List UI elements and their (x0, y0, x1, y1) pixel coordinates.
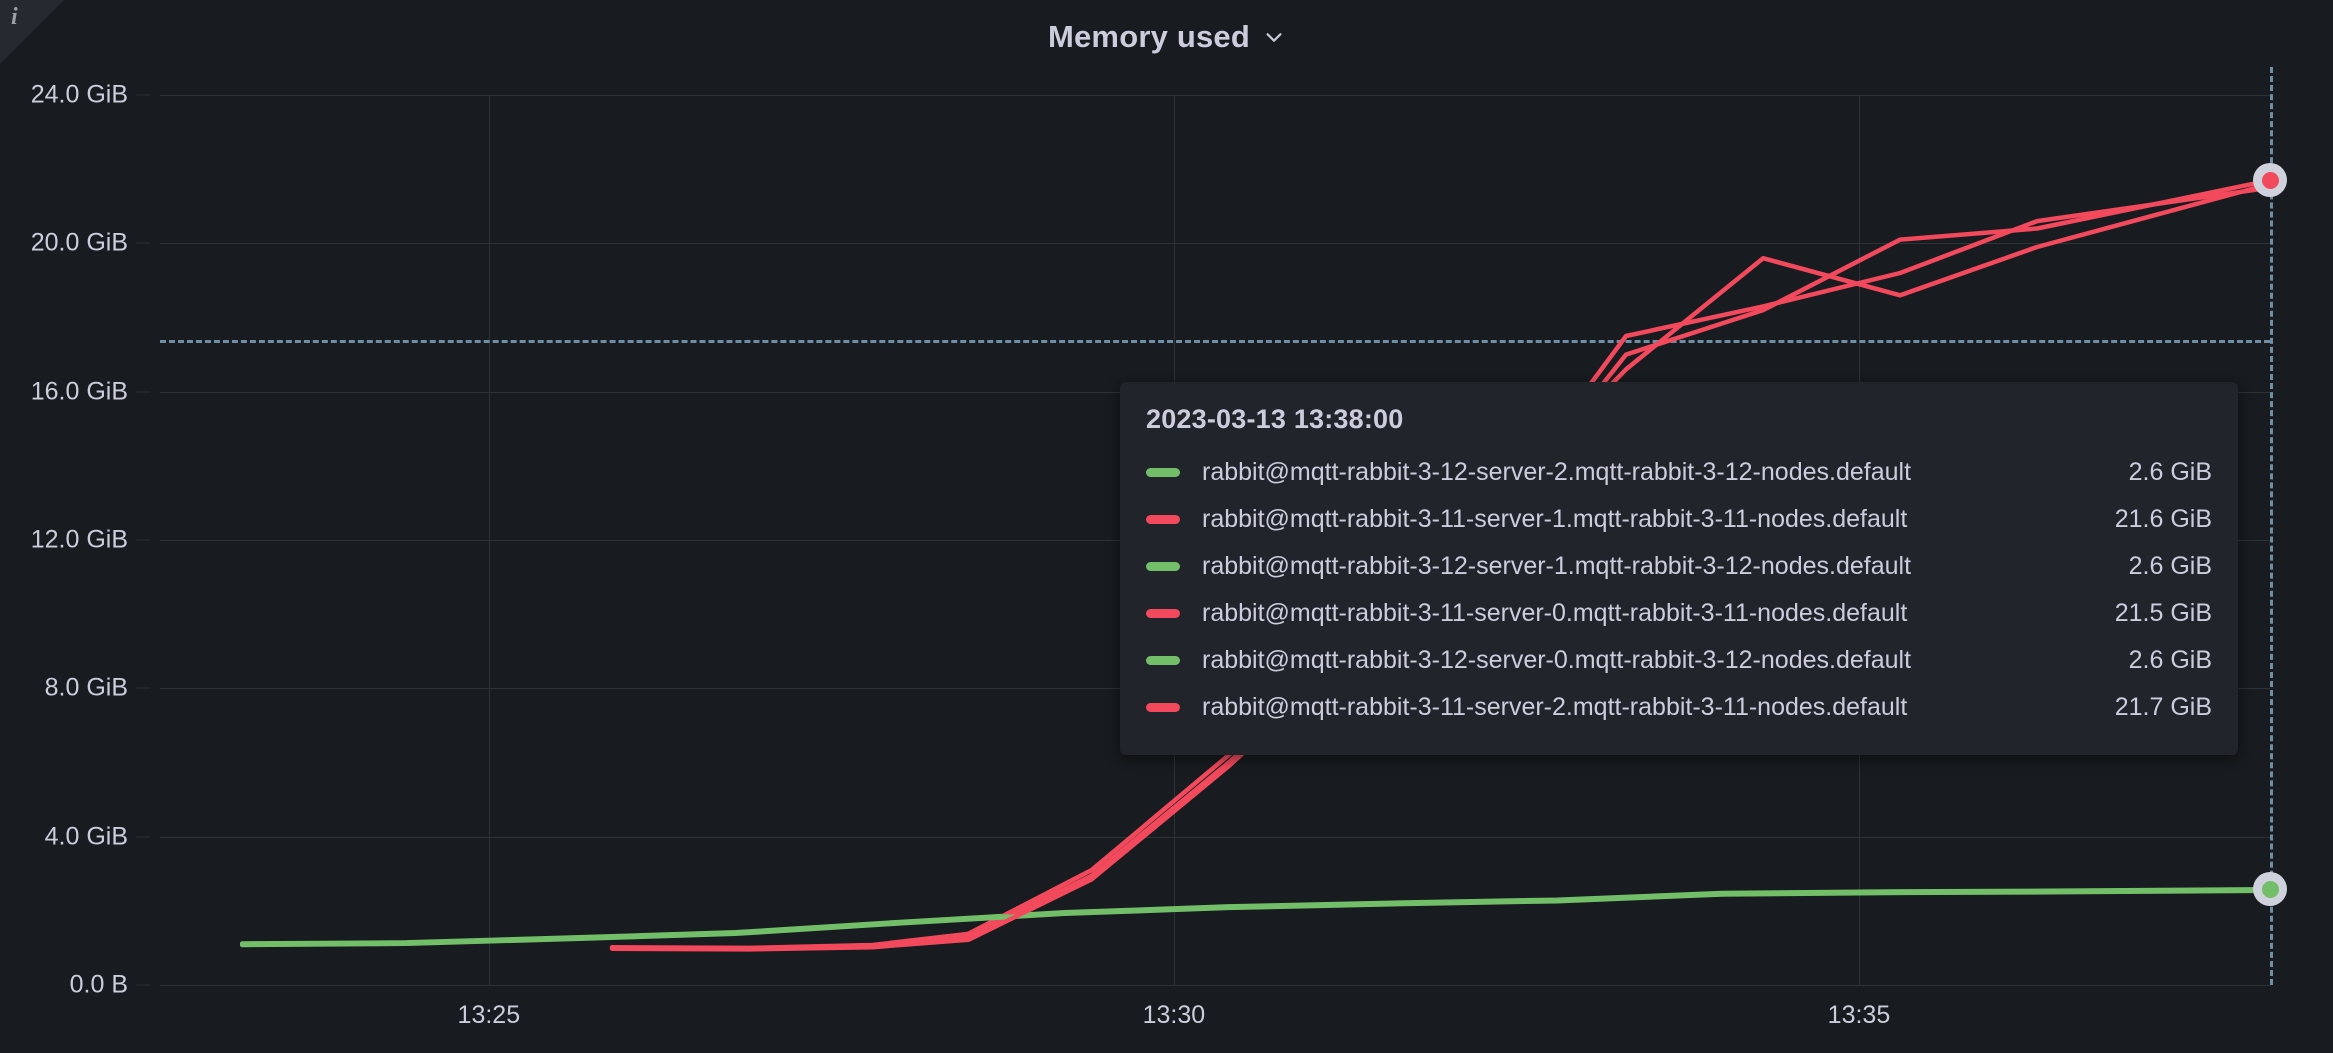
y-axis-tick-label: 20.0 GiB (30, 228, 128, 257)
tooltip-row: rabbit@mqtt-rabbit-3-12-server-2.mqtt-ra… (1146, 449, 2212, 496)
cursor-crosshair (2270, 67, 2273, 985)
data-point-marker (2253, 163, 2287, 198)
gridline-horizontal (160, 985, 2270, 986)
x-axis-tick-label: 13:35 (1827, 1001, 1891, 1029)
tooltip-series-value: 2.6 GiB (2128, 646, 2212, 674)
tooltip-series-value: 21.6 GiB (2114, 505, 2212, 533)
gridline-horizontal (160, 836, 2270, 838)
series-color-swatch (1146, 468, 1180, 477)
gridline-horizontal (160, 95, 2270, 96)
tooltip-series-label: rabbit@mqtt-rabbit-3-11-server-0.mqtt-ra… (1202, 599, 1908, 627)
tooltip-series-value: 21.7 GiB (2114, 693, 2212, 721)
panel-title-menu[interactable]: Memory used (1048, 19, 1285, 55)
panel-header: Memory used (0, 0, 2333, 74)
gridline-horizontal (160, 243, 2270, 245)
y-axis-tick-mark (136, 687, 150, 689)
chevron-down-icon[interactable] (1263, 26, 1285, 48)
x-axis-tick-label: 13:25 (457, 1001, 521, 1029)
series-color-swatch (1146, 656, 1180, 665)
tooltip-series-value: 21.5 GiB (2114, 599, 2212, 627)
threshold-line (160, 339, 2270, 343)
series-color-swatch (1146, 515, 1180, 524)
tooltip-series-label: rabbit@mqtt-rabbit-3-11-server-2.mqtt-ra… (1202, 693, 1908, 721)
series-color-swatch (1146, 703, 1180, 712)
info-icon[interactable]: i (0, 0, 64, 64)
info-glyph: i (11, 4, 18, 30)
data-point-dot (2261, 880, 2279, 898)
y-axis-tick-label: 24.0 GiB (30, 80, 128, 109)
series-color-swatch (1146, 609, 1180, 618)
y-axis-tick-mark (136, 984, 150, 986)
tooltip-series-label: rabbit@mqtt-rabbit-3-12-server-0.mqtt-ra… (1202, 646, 1912, 674)
tooltip-row: rabbit@mqtt-rabbit-3-12-server-0.mqtt-ra… (1146, 637, 2212, 684)
tooltip-series-label: rabbit@mqtt-rabbit-3-12-server-2.mqtt-ra… (1202, 458, 1912, 486)
corner-triangle (0, 0, 64, 64)
series-line (239, 888, 2273, 948)
series-tooltip: 2023-03-13 13:38:00 rabbit@mqtt-rabbit-3… (1120, 382, 2238, 755)
x-axis-tick-label: 13:30 (1142, 1001, 1206, 1029)
y-axis-tick-mark (136, 539, 150, 541)
tooltip-row: rabbit@mqtt-rabbit-3-11-server-2.mqtt-ra… (1146, 684, 2212, 731)
tooltip-row: rabbit@mqtt-rabbit-3-12-server-1.mqtt-ra… (1146, 543, 2212, 590)
tooltip-timestamp: 2023-03-13 13:38:00 (1146, 404, 1404, 434)
y-axis-tick-label: 0.0 B (69, 970, 128, 999)
x-axis: 13:25 13:30 13:35 (160, 975, 2270, 1053)
tooltip-row: rabbit@mqtt-rabbit-3-11-server-0.mqtt-ra… (1146, 590, 2212, 637)
y-axis-tick-label: 12.0 GiB (30, 525, 128, 554)
y-axis-tick-label: 16.0 GiB (30, 377, 128, 406)
tooltip-rows: rabbit@mqtt-rabbit-3-12-server-2.mqtt-ra… (1146, 449, 2212, 731)
tooltip-series-value: 2.6 GiB (2128, 458, 2212, 486)
series-line (239, 887, 2273, 946)
series-color-swatch (1146, 562, 1180, 571)
tooltip-series-label: rabbit@mqtt-rabbit-3-11-server-1.mqtt-ra… (1202, 505, 1908, 533)
y-axis: 0.0 B 4.0 GiB 8.0 GiB 12.0 GiB 16.0 GiB 20.0 … (0, 81, 150, 999)
y-axis-tick-mark (136, 94, 150, 96)
y-axis-tick-label: 8.0 GiB (44, 673, 128, 702)
data-point-marker (2253, 872, 2287, 907)
data-point-dot (2261, 171, 2279, 189)
y-axis-tick-mark (136, 836, 150, 838)
tooltip-series-value: 2.6 GiB (2128, 552, 2212, 580)
page-title: Memory used (1047, 19, 1251, 54)
y-axis-tick-mark (136, 242, 150, 244)
tooltip-row: rabbit@mqtt-rabbit-3-11-server-1.mqtt-ra… (1146, 496, 2212, 543)
y-axis-tick-mark (136, 391, 150, 393)
gridline-vertical (488, 95, 490, 985)
y-axis-tick-label: 4.0 GiB (44, 822, 128, 851)
tooltip-series-label: rabbit@mqtt-rabbit-3-12-server-1.mqtt-ra… (1202, 552, 1912, 580)
